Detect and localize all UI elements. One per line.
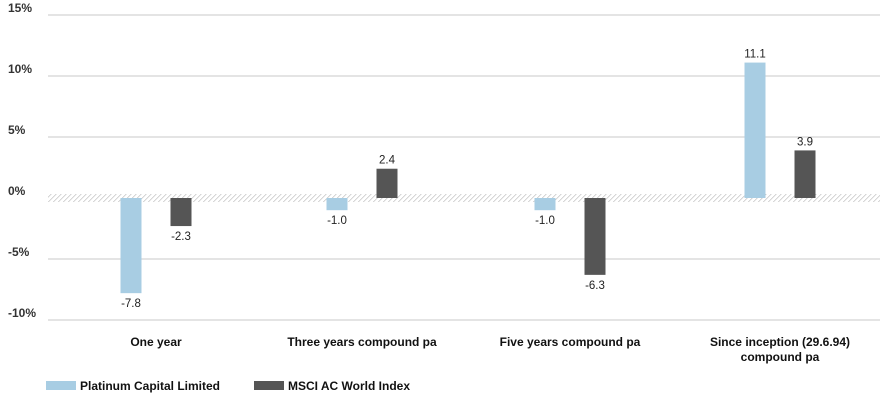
bar-platinum [120,198,142,294]
data-label: 11.1 [744,49,766,61]
data-label: -6.3 [585,280,605,292]
y-tick-label: -5% [8,245,30,259]
bar-platinum [326,198,348,211]
y-axis-ticks: 15% 10% 5% 0% -5% -10% [8,1,36,320]
legend-swatch-platinum [46,381,76,390]
legend-swatch-msci [254,381,284,390]
data-label: 3.9 [797,136,813,148]
gridlines [48,14,880,321]
data-label: -1.0 [327,215,347,227]
legend: Platinum Capital Limited MSCI AC World I… [46,379,410,393]
category-label: compound pa [741,350,820,364]
y-tick-label: 15% [8,1,32,15]
data-labels: -7.8 -1.0 -1.0 11.1 -2.3 2.4 -6.3 3.9 [121,49,813,311]
data-label: -7.8 [121,298,141,310]
bar-msci [584,198,606,275]
data-label: -1.0 [535,215,555,227]
data-label: 2.4 [379,155,396,167]
bar-msci [170,198,192,227]
legend-label-platinum: Platinum Capital Limited [80,379,220,393]
legend-label-msci: MSCI AC World Index [288,379,410,393]
bar-platinum [744,62,766,198]
bar-msci [376,168,398,198]
bar-platinum [534,198,556,211]
category-label: Five years compound pa [500,335,641,349]
zero-line-hatch [48,194,880,202]
category-label: Since inception (29.6.94) [710,335,850,349]
category-label: Three years compound pa [287,335,437,349]
category-label: One year [130,335,182,349]
bars [120,62,816,294]
bar-msci [794,150,816,198]
y-tick-label: -10% [8,306,36,320]
y-tick-label: 5% [8,123,26,137]
y-tick-label: 10% [8,62,32,76]
data-label: -2.3 [171,231,191,243]
y-tick-label: 0% [8,184,26,198]
x-axis-category-labels: One year Three years compound pa Five year… [130,335,850,364]
